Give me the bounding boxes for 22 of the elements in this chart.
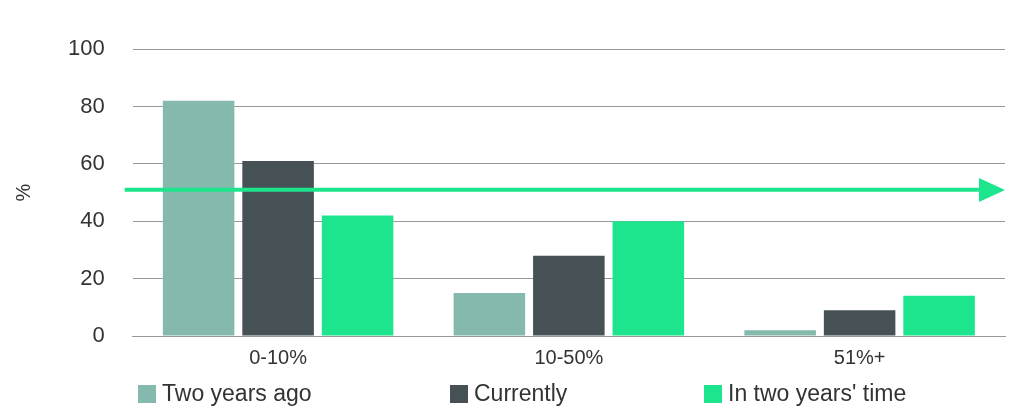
bar [823,310,896,336]
y-tick-label: 40 [80,207,105,233]
y-tick-label: 0 [92,322,105,348]
bar [903,295,975,336]
y-tick-label: 80 [80,92,105,118]
bar [533,255,605,336]
y-axis-title: % [11,183,34,202]
bar [612,221,685,336]
y-tick-label: 20 [80,264,105,290]
bar [744,330,816,336]
y-tick-label: 60 [80,149,105,175]
legend-label: Currently [474,380,568,407]
bar [321,215,394,336]
x-tick-label: 0-10% [249,345,308,368]
legend-label: In two years' time [728,380,907,407]
y-tick-label: 100 [67,35,105,61]
bar [162,100,235,336]
bar [453,292,526,336]
x-tick-label: 51%+ [833,345,886,368]
bar [242,161,314,336]
x-tick-label: 10-50% [534,345,604,368]
legend-label: Two years ago [162,380,312,407]
